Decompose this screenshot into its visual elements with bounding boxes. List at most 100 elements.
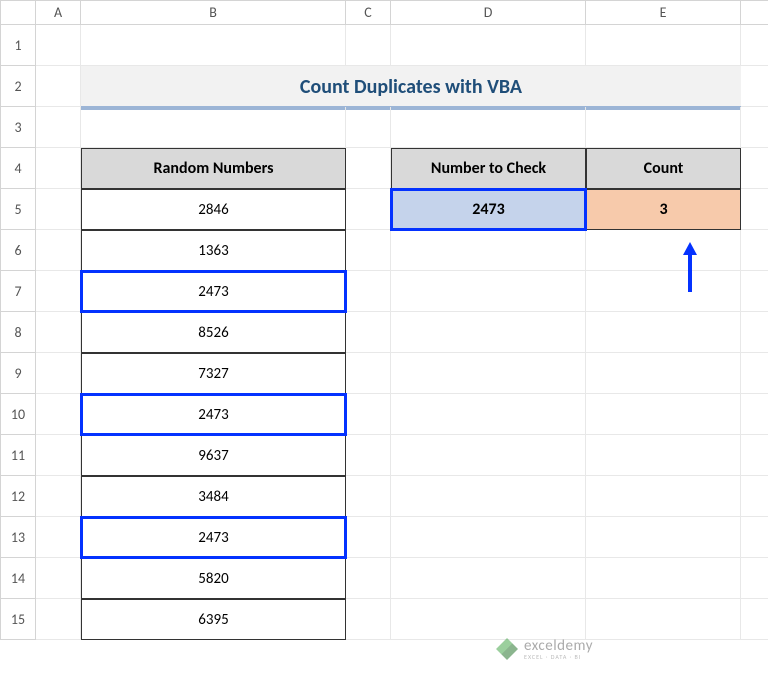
cell-F13[interactable] <box>741 517 768 558</box>
cell-A11[interactable] <box>36 435 81 476</box>
cell-E7[interactable] <box>586 271 741 312</box>
row-header-11[interactable]: 11 <box>1 435 36 476</box>
header-random-numbers[interactable]: Random Numbers <box>81 148 346 189</box>
col-header-extra[interactable] <box>741 1 768 25</box>
cell-D15[interactable] <box>391 599 586 640</box>
cell-F12[interactable] <box>741 476 768 517</box>
cell-F9[interactable] <box>741 353 768 394</box>
cell-E11[interactable] <box>586 435 741 476</box>
cell-C13[interactable] <box>346 517 391 558</box>
cell-F3[interactable] <box>741 107 768 148</box>
cell-F4[interactable] <box>741 148 768 189</box>
col-header-A[interactable]: A <box>36 1 81 25</box>
row-header-6[interactable]: 6 <box>1 230 36 271</box>
cell-C9[interactable] <box>346 353 391 394</box>
cell-F11[interactable] <box>741 435 768 476</box>
row-header-5[interactable]: 5 <box>1 189 36 230</box>
row-header-9[interactable]: 9 <box>1 353 36 394</box>
cell-A8[interactable] <box>36 312 81 353</box>
cell-A7[interactable] <box>36 271 81 312</box>
row-header-7[interactable]: 7 <box>1 271 36 312</box>
data-cell-0[interactable]: 2846 <box>81 189 346 230</box>
cell-E12[interactable] <box>586 476 741 517</box>
cell-D9[interactable] <box>391 353 586 394</box>
row-header-2[interactable]: 2 <box>1 66 36 107</box>
cell-F7[interactable] <box>741 271 768 312</box>
data-cell-7[interactable]: 3484 <box>81 476 346 517</box>
cell-D3[interactable] <box>391 107 586 148</box>
cell-B3[interactable] <box>81 107 346 148</box>
cell-C8[interactable] <box>346 312 391 353</box>
data-cell-4[interactable]: 7327 <box>81 353 346 394</box>
row-header-15[interactable]: 15 <box>1 599 36 640</box>
cell-D10[interactable] <box>391 394 586 435</box>
cell-F2[interactable] <box>741 66 768 107</box>
col-header-D[interactable]: D <box>391 1 586 25</box>
col-header-B[interactable]: B <box>81 1 346 25</box>
data-cell-3[interactable]: 8526 <box>81 312 346 353</box>
cell-D13[interactable] <box>391 517 586 558</box>
row-header-4[interactable]: 4 <box>1 148 36 189</box>
cell-E3[interactable] <box>586 107 741 148</box>
cell-D14[interactable] <box>391 558 586 599</box>
number-check-value[interactable]: 2473 <box>391 189 586 230</box>
cell-C5[interactable] <box>346 189 391 230</box>
cell-A3[interactable] <box>36 107 81 148</box>
cell-C15[interactable] <box>346 599 391 640</box>
data-cell-6[interactable]: 9637 <box>81 435 346 476</box>
col-header-E[interactable]: E <box>586 1 741 25</box>
cell-E10[interactable] <box>586 394 741 435</box>
cell-C11[interactable] <box>346 435 391 476</box>
grid-corner[interactable] <box>1 1 36 25</box>
cell-A12[interactable] <box>36 476 81 517</box>
cell-A15[interactable] <box>36 599 81 640</box>
cell-F6[interactable] <box>741 230 768 271</box>
row-header-14[interactable]: 14 <box>1 558 36 599</box>
cell-A14[interactable] <box>36 558 81 599</box>
cell-C7[interactable] <box>346 271 391 312</box>
cell-E14[interactable] <box>586 558 741 599</box>
count-value[interactable]: 3 <box>586 189 741 230</box>
header-number-check[interactable]: Number to Check <box>391 148 586 189</box>
header-count[interactable]: Count <box>586 148 741 189</box>
cell-F10[interactable] <box>741 394 768 435</box>
cell-B1[interactable] <box>81 25 346 66</box>
cell-A1[interactable] <box>36 25 81 66</box>
cell-D8[interactable] <box>391 312 586 353</box>
cell-A6[interactable] <box>36 230 81 271</box>
cell-C4[interactable] <box>346 148 391 189</box>
cell-C1[interactable] <box>346 25 391 66</box>
cell-A2[interactable] <box>36 66 81 107</box>
row-header-3[interactable]: 3 <box>1 107 36 148</box>
cell-E9[interactable] <box>586 353 741 394</box>
row-header-12[interactable]: 12 <box>1 476 36 517</box>
cell-E1[interactable] <box>586 25 741 66</box>
cell-F15[interactable] <box>741 599 768 640</box>
data-cell-9[interactable]: 5820 <box>81 558 346 599</box>
cell-C12[interactable] <box>346 476 391 517</box>
data-cell-2[interactable]: 2473 <box>81 271 346 312</box>
data-cell-8[interactable]: 2473 <box>81 517 346 558</box>
cell-A10[interactable] <box>36 394 81 435</box>
cell-C10[interactable] <box>346 394 391 435</box>
cell-F14[interactable] <box>741 558 768 599</box>
cell-A13[interactable] <box>36 517 81 558</box>
cell-D6[interactable] <box>391 230 586 271</box>
row-header-10[interactable]: 10 <box>1 394 36 435</box>
cell-D12[interactable] <box>391 476 586 517</box>
cell-C14[interactable] <box>346 558 391 599</box>
cell-C6[interactable] <box>346 230 391 271</box>
cell-F1[interactable] <box>741 25 768 66</box>
col-header-C[interactable]: C <box>346 1 391 25</box>
cell-D7[interactable] <box>391 271 586 312</box>
cell-E6[interactable] <box>586 230 741 271</box>
cell-C3[interactable] <box>346 107 391 148</box>
cell-A5[interactable] <box>36 189 81 230</box>
cell-E8[interactable] <box>586 312 741 353</box>
data-cell-10[interactable]: 6395 <box>81 599 346 640</box>
cell-D11[interactable] <box>391 435 586 476</box>
title-cell[interactable]: Count Duplicates with VBA <box>81 66 741 107</box>
row-header-13[interactable]: 13 <box>1 517 36 558</box>
cell-E15[interactable] <box>586 599 741 640</box>
data-cell-1[interactable]: 1363 <box>81 230 346 271</box>
